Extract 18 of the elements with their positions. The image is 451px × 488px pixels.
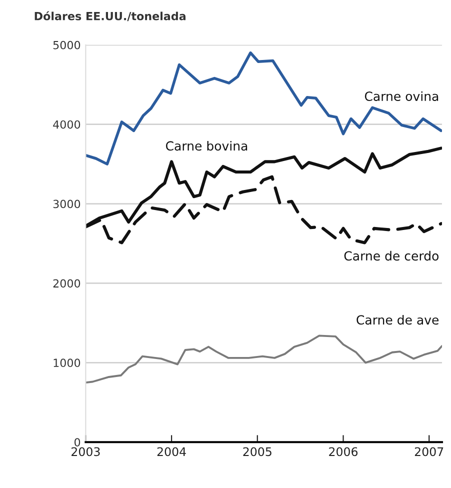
x-tick-label: 2006 xyxy=(329,447,358,456)
series-label: Carne bovina xyxy=(166,140,248,151)
series-label: Carne de cerdo xyxy=(344,250,439,261)
y-tick-label: 2000 xyxy=(53,279,80,288)
x-tick-label: 2005 xyxy=(243,447,272,456)
y-tick-label: 3000 xyxy=(53,200,80,208)
line-series xyxy=(86,51,442,166)
y-tick-label: 5000 xyxy=(53,40,80,50)
y-axis-title: Dólares EE.UU./tonelada xyxy=(34,11,186,22)
x-tick-label: 2007 xyxy=(414,447,444,456)
x-tick-label: 2003 xyxy=(72,447,100,456)
y-tick-label: 0 xyxy=(74,438,80,447)
x-tick-label: 2004 xyxy=(157,447,186,456)
line-series xyxy=(86,334,442,384)
series-label: Carne ovina xyxy=(364,91,438,101)
series-label: Carne de ave xyxy=(356,314,439,325)
y-tick-label: 1000 xyxy=(54,358,80,368)
y-tick-label: 4000 xyxy=(53,120,80,129)
